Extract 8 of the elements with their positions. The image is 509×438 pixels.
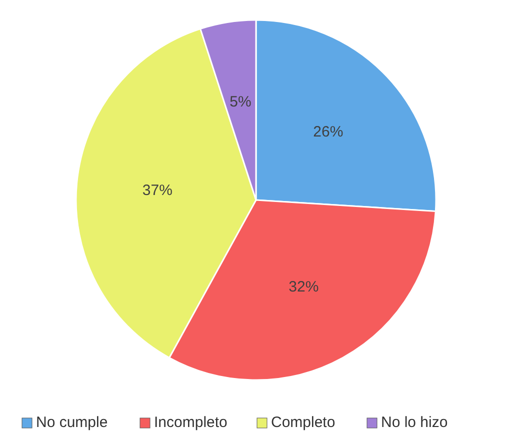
data-label: 32% xyxy=(288,278,319,296)
legend-label: No lo hizo xyxy=(381,414,448,431)
data-label: 5% xyxy=(230,94,252,111)
legend-label: Completo xyxy=(271,414,336,431)
legend-label: Incompleto xyxy=(154,414,228,431)
legend-label: No cumple xyxy=(36,414,108,431)
data-label: 26% xyxy=(313,124,344,141)
data-label: 37% xyxy=(142,182,172,200)
